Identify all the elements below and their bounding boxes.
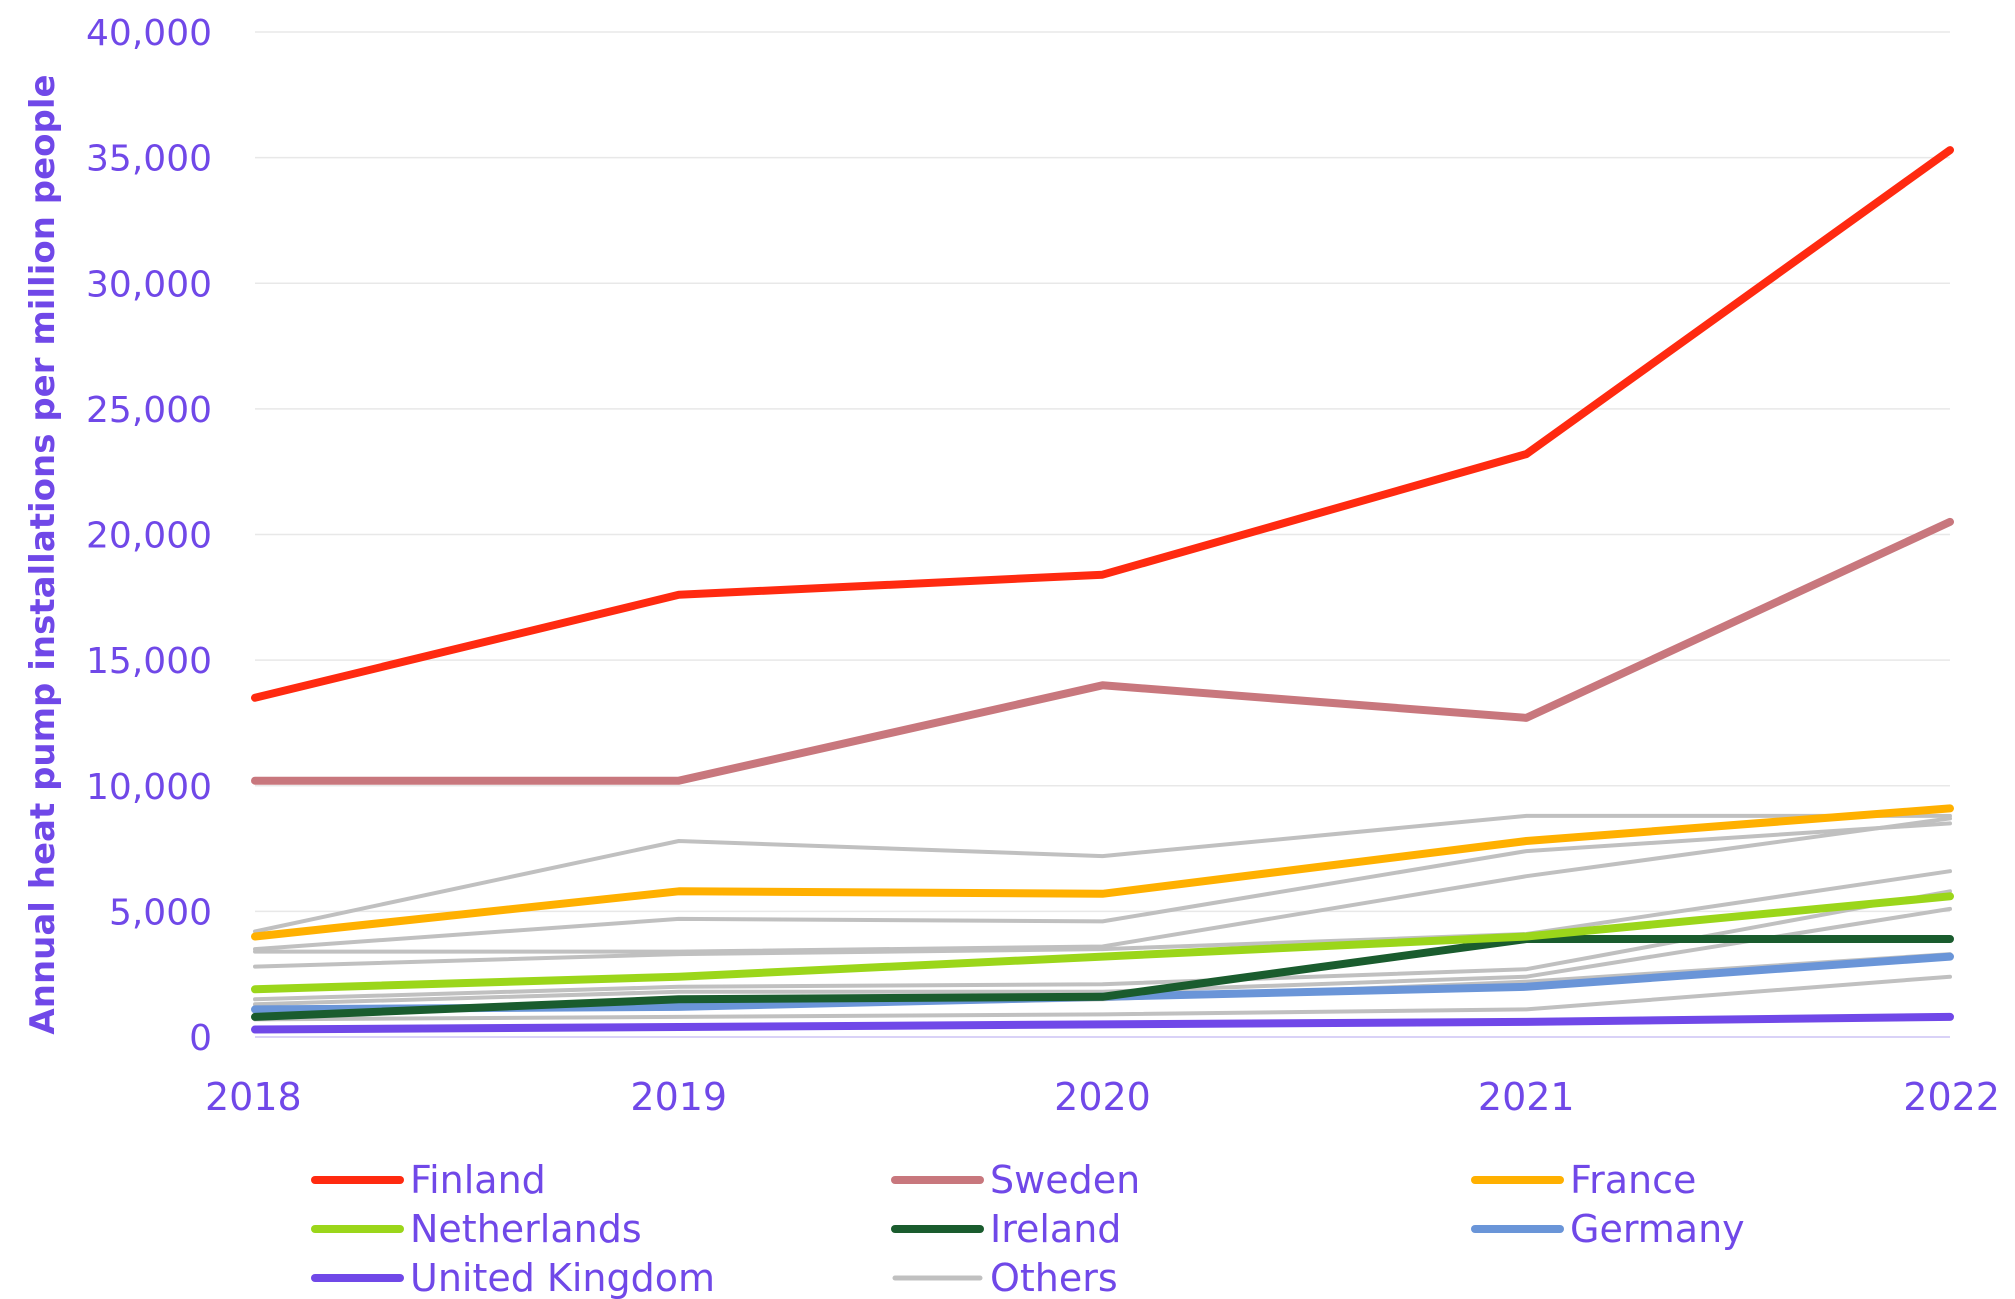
legend-label-united-kingdom: United Kingdom bbox=[410, 1256, 715, 1299]
series-line-others bbox=[253, 974, 1952, 1022]
x-tick-label: 2022 bbox=[1903, 1075, 2000, 1119]
x-tick-label: 2019 bbox=[630, 1075, 727, 1119]
legend-label-ireland: Ireland bbox=[990, 1207, 1121, 1251]
y-tick-label: 25,000 bbox=[86, 390, 212, 431]
series-line-others bbox=[253, 813, 1952, 934]
legend: Finland Sweden France Netherlands Ireland Ger… bbox=[311, 1158, 1745, 1299]
y-tick-label: 10,000 bbox=[86, 767, 212, 808]
x-tick-label: 2018 bbox=[205, 1075, 302, 1119]
series-line-others bbox=[253, 906, 1952, 1007]
y-tick-label: 15,000 bbox=[86, 641, 212, 682]
series-line-others bbox=[253, 816, 1952, 954]
series-line-others bbox=[253, 821, 1952, 952]
x-tick-label: 2020 bbox=[1054, 1075, 1151, 1119]
gridlines bbox=[255, 31, 1950, 913]
y-tick-label: 5,000 bbox=[109, 892, 212, 933]
series-line-netherlands bbox=[251, 892, 1954, 994]
x-tick-label: 2021 bbox=[1478, 1075, 1575, 1119]
legend-label-others: Others bbox=[990, 1256, 1118, 1299]
legend-label-germany: Germany bbox=[1570, 1207, 1745, 1251]
y-axis-label: Annual heat pump installations per milli… bbox=[23, 74, 63, 1034]
legend-label-netherlands: Netherlands bbox=[410, 1207, 642, 1251]
series-lines bbox=[251, 146, 1954, 1034]
series-line-france bbox=[251, 804, 1954, 941]
y-tick-label: 40,000 bbox=[86, 13, 212, 54]
x-axis-ticks: 2018 2019 2020 2021 2022 bbox=[205, 1075, 2000, 1119]
legend-label-sweden: Sweden bbox=[990, 1158, 1140, 1202]
legend-label-france: France bbox=[1570, 1158, 1696, 1202]
y-tick-label: 35,000 bbox=[86, 139, 212, 180]
y-tick-label: 0 bbox=[189, 1018, 212, 1059]
series-line-united-kingdom bbox=[251, 1012, 1954, 1034]
y-tick-label: 30,000 bbox=[86, 264, 212, 305]
series-line-sweden bbox=[251, 517, 1954, 785]
y-tick-label: 20,000 bbox=[86, 516, 212, 557]
y-axis-ticks: 0 5,000 10,000 15,000 20,000 25,000 30,000 35,0… bbox=[86, 13, 212, 1059]
series-line-ireland bbox=[251, 935, 1954, 1021]
series-line-others bbox=[253, 889, 1952, 1002]
series-line-others bbox=[253, 869, 1952, 969]
series-line-finland bbox=[251, 146, 1954, 702]
legend-label-finland: Finland bbox=[410, 1158, 546, 1202]
